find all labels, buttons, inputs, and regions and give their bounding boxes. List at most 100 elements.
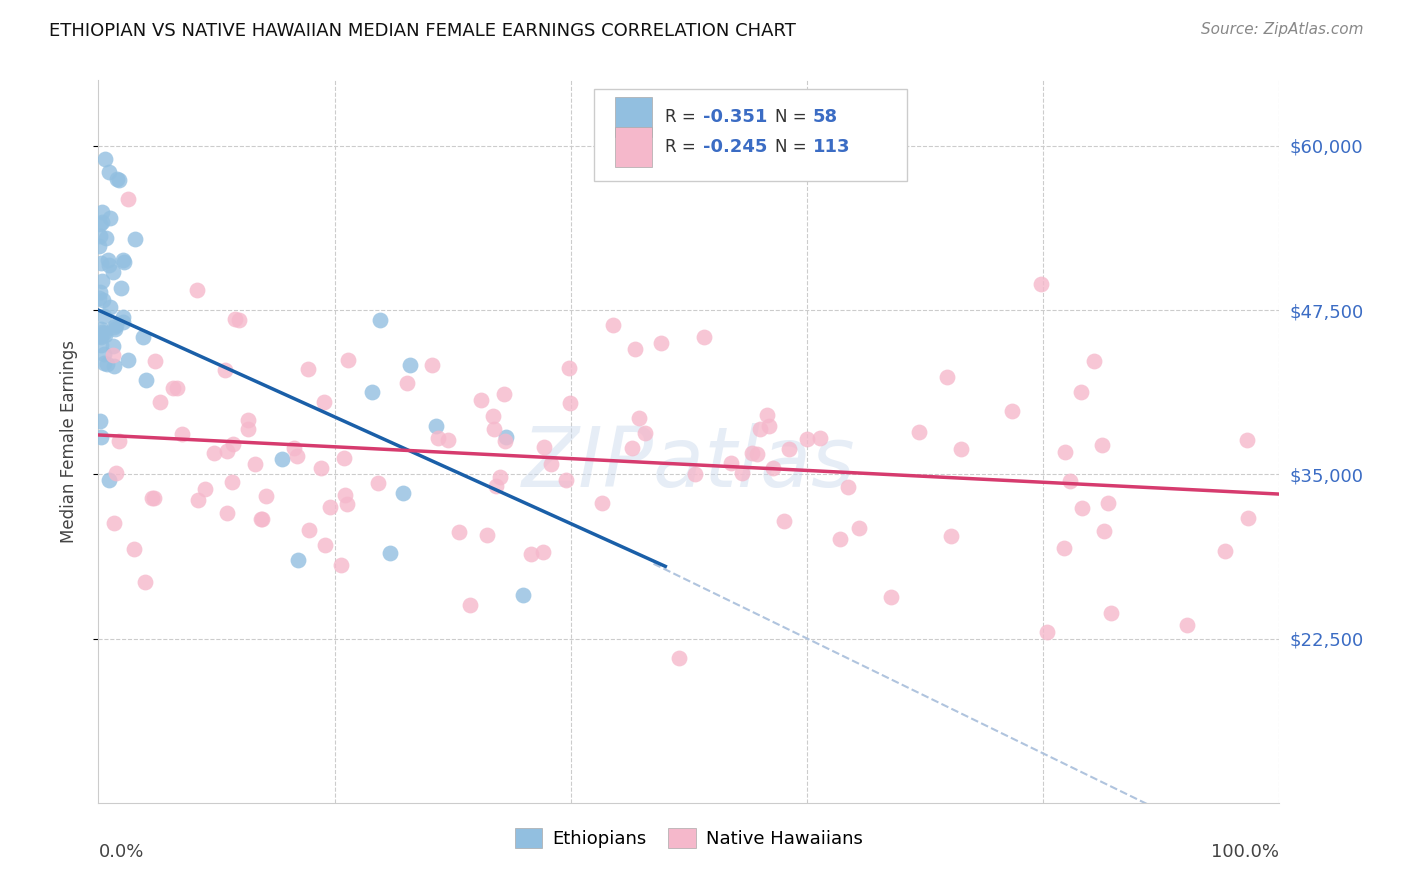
Point [104, 466, 127, 480]
Point [650, 336, 672, 351]
Point [758, 418, 780, 433]
Point [93, 152, 115, 166]
Point [828, 532, 851, 546]
Point [93, 326, 115, 340]
Point [741, 446, 763, 460]
Point [93, 347, 115, 361]
Legend: Ethiopians, Native Hawaiians: Ethiopians, Native Hawaiians [508, 821, 870, 855]
Point [96, 231, 118, 245]
Point [90, 205, 112, 219]
Point [250, 512, 273, 526]
Point [624, 342, 647, 356]
Point [135, 373, 157, 387]
Point [333, 488, 356, 502]
Point [105, 171, 128, 186]
Point [117, 353, 139, 368]
Point [1035, 625, 1057, 640]
Point [1215, 544, 1237, 558]
Point [132, 330, 155, 344]
Point [90, 256, 112, 270]
Text: 113: 113 [813, 137, 851, 156]
Point [936, 370, 959, 384]
Point [134, 574, 156, 589]
Point [98, 258, 121, 272]
Point [540, 457, 562, 471]
FancyBboxPatch shape [595, 89, 907, 181]
Point [309, 461, 332, 475]
Point [731, 466, 754, 480]
Point [101, 339, 124, 353]
Point [287, 553, 309, 567]
Point [93, 309, 115, 323]
Point [101, 348, 124, 362]
Point [283, 441, 305, 455]
Text: N =: N = [775, 108, 813, 126]
Point [1175, 618, 1198, 632]
Point [89, 285, 111, 300]
Point [90, 330, 112, 344]
Point [907, 425, 929, 439]
Text: -0.351: -0.351 [703, 108, 768, 126]
Point [449, 524, 471, 539]
Point [221, 475, 243, 489]
Point [693, 330, 716, 344]
Point [110, 281, 132, 295]
Point [90, 430, 112, 444]
Point [228, 312, 250, 326]
Text: 58: 58 [813, 108, 838, 126]
Point [531, 545, 554, 559]
Point [111, 310, 134, 325]
Point [170, 427, 193, 442]
Point [202, 446, 225, 460]
Point [336, 497, 359, 511]
Point [89, 291, 111, 305]
Point [250, 512, 273, 526]
Point [101, 265, 124, 279]
Point [1001, 404, 1024, 418]
Point [271, 452, 294, 467]
Point [103, 320, 125, 334]
Point [949, 442, 972, 456]
Point [378, 546, 401, 560]
Point [166, 381, 188, 395]
Point [749, 422, 772, 436]
Point [361, 384, 384, 399]
Point [481, 409, 503, 423]
Point [395, 376, 418, 390]
Y-axis label: Median Female Earnings: Median Female Earnings [59, 340, 77, 543]
Point [367, 476, 389, 491]
Point [117, 192, 139, 206]
Point [224, 312, 246, 326]
Point [425, 418, 447, 433]
Text: R =: R = [665, 137, 702, 156]
Point [485, 479, 508, 493]
Point [97, 253, 120, 268]
Point [91, 326, 114, 340]
Point [762, 461, 785, 475]
Point [90, 322, 112, 336]
Point [368, 313, 391, 327]
Text: ZIPatlas: ZIPatlas [522, 423, 856, 504]
Point [399, 358, 422, 372]
Point [98, 165, 121, 179]
Point [1053, 445, 1076, 459]
Point [720, 456, 742, 470]
Point [91, 274, 114, 288]
Point [533, 440, 555, 454]
Point [808, 431, 831, 445]
Point [489, 470, 512, 484]
Point [312, 395, 335, 409]
Point [89, 329, 111, 343]
Point [796, 432, 818, 446]
Point [124, 232, 146, 246]
Point [187, 493, 209, 508]
Point [194, 482, 217, 496]
Point [238, 413, 260, 427]
Point [103, 359, 125, 374]
Point [1052, 541, 1074, 556]
Point [1237, 511, 1260, 525]
Point [89, 239, 111, 253]
Text: Source: ZipAtlas.com: Source: ZipAtlas.com [1201, 22, 1364, 37]
Point [391, 486, 413, 500]
Point [143, 353, 166, 368]
